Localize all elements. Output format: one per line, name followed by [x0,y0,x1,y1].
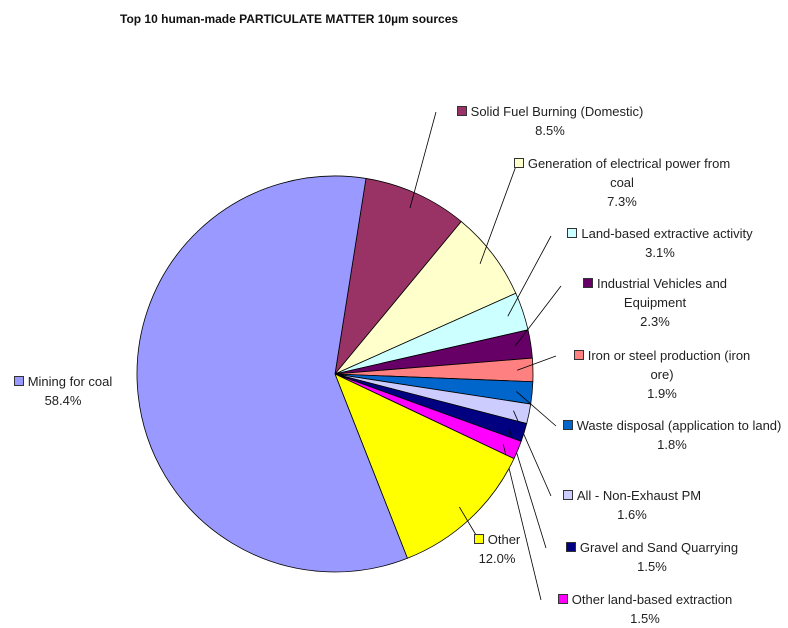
chart-title: Top 10 human-made PARTICULATE MATTER 10µ… [120,12,459,26]
category-label: Industrial Vehicles and Equipment [596,276,728,310]
label-name: Waste disposal (application to land) [557,416,787,435]
value-label: 58.4% [44,393,82,408]
data-label: Other land-based extraction 1.5% [530,590,760,628]
leader-line [502,443,542,601]
category-label: Waste disposal (application to land) [576,418,782,433]
category-label: Other [487,532,521,547]
value-label: 3.1% [645,245,675,260]
leader-line [516,355,557,371]
data-label: Mining for coal 58.4% [3,372,123,410]
leader-line [516,391,557,427]
value-label: 1.5% [637,559,667,574]
data-label: Other 12.0% [457,530,537,568]
pie-slice [334,373,515,559]
leader-line [409,111,437,209]
label-name: Industrial Vehicles and Equipment [555,274,755,312]
category-label: Generation of electrical power from coal [527,156,731,190]
data-label: Iron or steel production (iron ore) 1.9% [562,346,762,403]
legend-key [567,228,578,238]
value-label: 1.8% [657,437,687,452]
leader-line [507,235,552,317]
label-name: Iron or steel production (iron ore) [562,346,762,384]
data-label: Gravel and Sand Quarrying 1.5% [537,538,767,576]
legend-key [582,278,593,288]
data-label: Industrial Vehicles and Equipment 2.3% [555,274,755,331]
value-label: 1.5% [630,611,660,626]
legend-key [562,490,573,500]
value-label: 1.6% [617,507,647,522]
label-name: All - Non-Exhaust PM [532,486,732,505]
data-label: Generation of electrical power from coal… [507,154,737,211]
legend-key [565,542,576,552]
value-label: 7.3% [607,194,637,209]
label-name: Gravel and Sand Quarrying [537,538,767,557]
leader-line [514,285,562,347]
data-label: Land-based extractive activity 3.1% [540,224,780,262]
category-label: All - Non-Exhaust PM [576,488,702,503]
category-label: Other land-based extraction [571,592,733,607]
data-label: Solid Fuel Burning (Domestic) 8.5% [430,102,670,140]
leader-line [479,165,517,264]
value-label: 2.3% [640,314,670,329]
label-name: Other land-based extraction [530,590,760,609]
category-label: Mining for coal [27,374,113,389]
value-label: 1.9% [647,386,677,401]
label-name: Generation of electrical power from coal [507,154,737,192]
category-label: Iron or steel production (iron ore) [587,348,751,382]
label-name: Mining for coal [3,372,123,391]
legend-key [562,420,573,430]
pie-slice [136,175,408,573]
legend-key [573,350,584,360]
data-label: All - Non-Exhaust PM 1.6% [532,486,732,524]
legend-key [557,594,568,604]
category-label: Land-based extractive activity [581,226,753,241]
category-label: Gravel and Sand Quarrying [579,540,739,555]
legend-key [513,158,524,168]
category-label: Solid Fuel Burning (Domestic) [470,104,644,119]
legend-key [13,376,24,386]
label-name: Land-based extractive activity [540,224,780,243]
legend-key [456,106,467,116]
value-label: 8.5% [535,123,565,138]
pie-slice [334,177,462,376]
data-label: Waste disposal (application to land) 1.8% [557,416,787,454]
label-name: Other [457,530,537,549]
legend-key [473,534,484,544]
value-label: 12.0% [478,551,516,566]
label-name: Solid Fuel Burning (Domestic) [430,102,670,121]
